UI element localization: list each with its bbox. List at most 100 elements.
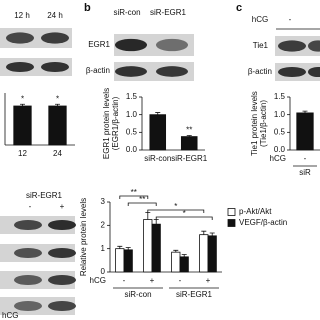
band	[14, 300, 42, 312]
y-axis-label: (Tie1/β-actin)	[259, 100, 268, 147]
legend-swatch	[227, 219, 236, 227]
lane-header: -	[289, 15, 292, 24]
legend-label: VEGF/β-actin	[239, 218, 287, 227]
band	[278, 40, 306, 52]
x-tick-label: siR-con	[144, 154, 171, 163]
band	[115, 38, 147, 52]
y-axis-label: Relative protein levels	[79, 198, 88, 276]
significance: *	[56, 94, 59, 103]
error-bar	[20, 103, 25, 106]
band	[115, 66, 147, 77]
error-bar	[153, 219, 159, 225]
bar	[48, 105, 67, 146]
bracket	[147, 209, 205, 213]
band	[48, 300, 76, 312]
bracket	[119, 195, 149, 199]
y-axis-label: (EGR1/β-actin)	[111, 96, 120, 150]
y-tick-label: 0.5	[126, 127, 138, 136]
band	[41, 61, 69, 73]
bar	[199, 234, 209, 273]
x-tick-label: -	[179, 276, 182, 285]
row-label: hCG	[2, 311, 18, 320]
panel-label: b	[84, 2, 91, 14]
bar	[207, 235, 217, 273]
bar	[296, 112, 314, 151]
error-bar	[201, 230, 207, 235]
y-tick-label: 1.0	[274, 110, 286, 119]
bracket	[155, 216, 213, 220]
x-tick-label: -	[304, 154, 307, 163]
error-bar	[145, 212, 151, 220]
lane-header: siR-con	[113, 8, 140, 17]
lane-header: 24 h	[47, 11, 63, 20]
row-label: β-actin	[86, 66, 110, 75]
significance: *	[183, 209, 186, 218]
x-tick-label: +	[206, 276, 211, 285]
band	[41, 32, 69, 44]
band	[6, 32, 34, 44]
error-bar	[302, 110, 308, 113]
x-tick-label: +	[150, 276, 155, 285]
legend-swatch	[227, 208, 236, 216]
x-tick-label: -	[123, 276, 126, 285]
error-bar	[186, 135, 192, 137]
significance: **	[131, 188, 137, 197]
y-tick-label: 0.5	[274, 127, 286, 136]
y-tick-label: 0.0	[126, 145, 138, 154]
error-bar	[155, 112, 161, 115]
y-tick-label: 0	[101, 267, 106, 276]
band	[308, 66, 320, 78]
bar	[143, 219, 153, 273]
band	[14, 247, 42, 259]
row-label: Tie1	[253, 41, 269, 50]
band	[48, 274, 76, 286]
row-label: β-actin	[248, 67, 272, 76]
band	[48, 247, 76, 259]
bracket	[127, 202, 157, 206]
lane-header: siR-EGR1	[26, 191, 63, 200]
group-label: siR-EGR1	[176, 290, 213, 299]
lane-header: siR-EGR1	[150, 8, 187, 17]
y-tick-label: 2	[101, 220, 106, 229]
lane-header: -	[29, 202, 32, 211]
legend-label: p-Akt/Akt	[239, 207, 272, 216]
group-label: siR	[299, 168, 311, 177]
error-bar	[173, 249, 179, 253]
band	[308, 40, 320, 52]
x-row-label: hCG	[270, 154, 286, 163]
band	[6, 61, 34, 73]
lane-header: hCG	[252, 15, 268, 24]
x-row-label: hCG	[90, 276, 106, 285]
band	[14, 219, 42, 231]
error-bar	[117, 245, 123, 249]
lane-header: 12 h	[14, 11, 30, 20]
band	[156, 38, 188, 52]
error-bar	[181, 254, 187, 257]
y-tick-label: 3	[101, 197, 106, 206]
bar	[13, 105, 32, 146]
significance: *	[21, 94, 24, 103]
band	[278, 66, 306, 78]
y-tick-label: 0.0	[274, 145, 286, 154]
x-tick-label: 12	[18, 149, 27, 158]
y-tick-label: 1.5	[274, 92, 286, 101]
significance: **	[139, 195, 145, 204]
significance: **	[186, 126, 192, 135]
error-bar	[125, 247, 131, 250]
lane-header: +	[60, 202, 65, 211]
y-axis-label: Tie1 protein levels	[250, 91, 259, 156]
error-bar	[209, 232, 215, 236]
bar	[179, 256, 189, 273]
bar	[115, 248, 125, 273]
bar	[180, 136, 198, 151]
error-bar	[55, 103, 60, 106]
row-label: EGR1	[88, 40, 110, 49]
y-axis-label: EGR1 protein levels	[102, 88, 111, 159]
x-tick-label: 24	[53, 149, 62, 158]
group-label: siR-con	[124, 290, 151, 299]
significance: *	[174, 202, 177, 211]
bar	[151, 223, 161, 273]
band	[14, 274, 42, 286]
band	[48, 219, 76, 231]
